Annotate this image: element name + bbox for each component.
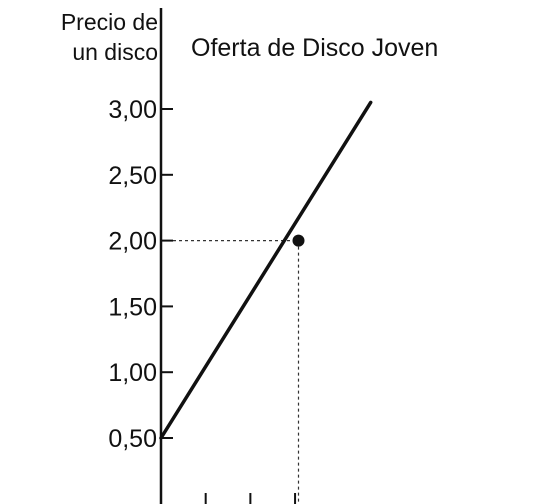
highlight-point bbox=[292, 234, 305, 247]
y-tick-label: 0,50 bbox=[108, 425, 157, 453]
y-tick-label: 3,00 bbox=[108, 96, 157, 124]
x-axis-ticks bbox=[204, 493, 297, 504]
y-tick-label: 2,50 bbox=[108, 162, 157, 190]
chart-title: Oferta de Disco Joven bbox=[191, 34, 438, 62]
y-axis-label-line-1: Precio de bbox=[61, 9, 158, 35]
y-axis-label-line-2: un disco bbox=[72, 39, 158, 65]
y-tick-label: 1,00 bbox=[108, 359, 157, 387]
y-tick-label: 2,00 bbox=[108, 228, 157, 256]
y-axis-ticks: 3,00 2,50 2,00 1,50 1,00 0,50 bbox=[108, 96, 173, 453]
supply-line bbox=[159, 100, 373, 440]
y-tick-label: 1,50 bbox=[108, 293, 157, 321]
